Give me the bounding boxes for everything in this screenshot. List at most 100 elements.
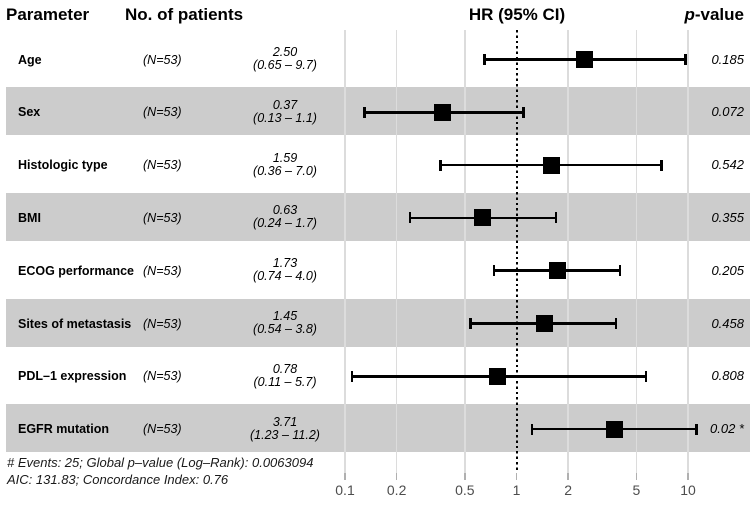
estimate-marker [473, 209, 491, 227]
row-ci-value: (0.54 – 3.8) [253, 322, 317, 336]
row-hr-ci-label: 2.50 (0.65 – 9.7) [210, 46, 360, 72]
estimate-marker [542, 156, 560, 174]
ci-cap-high [660, 159, 663, 171]
row-hr-ci-label: 1.45 (0.54 – 3.8) [210, 310, 360, 336]
ci-cap-low [492, 265, 496, 277]
row-parameter-label: EGFR mutation [18, 422, 109, 437]
footnote-line-2: AIC: 131.83; Concordance Index: 0.76 [7, 472, 229, 487]
row-estimate-value: 0.78 [272, 361, 298, 376]
gridline [687, 30, 689, 473]
ci-cap-high [618, 265, 621, 277]
p-value: 0.542 [711, 157, 744, 173]
axis-tick-label: 0.1 [335, 482, 355, 498]
gridline [635, 30, 638, 473]
row-estimate-value: 3.71 [272, 414, 298, 429]
row-parameter-label: Histologic type [18, 158, 108, 173]
footnote-line-1: # Events: 25; Global p–value (Log–Rank):… [7, 455, 314, 470]
p-value: 0.205 [711, 262, 744, 278]
gridline [344, 30, 346, 473]
row-hr-ci-label: 0.37 (0.13 – 1.1) [210, 97, 360, 125]
ci-cap-high [695, 423, 698, 435]
estimate-marker [489, 367, 507, 385]
ci-cap-low [439, 159, 442, 171]
row-parameter-label: Age [18, 52, 42, 67]
ci-cap-low [363, 106, 366, 118]
row-ci-value: (1.23 – 11.2) [250, 427, 320, 442]
p-value: 0.185 [711, 51, 744, 67]
row-estimate-value: 2.50 [272, 45, 298, 59]
estimate-marker [605, 420, 623, 438]
row-parameter-label: ECOG performance [18, 263, 135, 278]
axis-tick [687, 473, 689, 480]
row-ci-value: (0.65 – 9.7) [253, 58, 317, 72]
row-hr-ci-label: 0.63 (0.24 – 1.7) [210, 204, 360, 230]
row-parameter-label: Sex [18, 105, 41, 120]
ci-cap-high [554, 212, 558, 224]
row-estimate-value: 0.63 [272, 203, 298, 218]
row-n-label: (N=53) [143, 210, 182, 225]
ci-cap-low [483, 54, 486, 65]
row-n-label: (N=53) [143, 158, 182, 173]
row-estimate-value: 1.45 [272, 309, 298, 323]
row-band [6, 192, 750, 241]
estimate-marker [576, 51, 594, 68]
ci-cap-high [684, 54, 687, 65]
axis-tick-label: 5 [632, 482, 641, 498]
ci-cap-low [469, 318, 472, 329]
row-parameter-label: PDL–1 expression [18, 369, 127, 384]
row-ci-value: (0.24 – 1.7) [253, 216, 317, 231]
ci-cap-low [530, 423, 534, 435]
ci-cap-low [408, 212, 412, 224]
axis-tick [395, 473, 398, 480]
axis-tick-label: 0.5 [455, 482, 475, 498]
row-hr-ci-label: 1.73 (0.74 – 4.0) [210, 257, 360, 283]
row-band [6, 298, 750, 347]
row-hr-ci-label: 3.71 (1.23 – 11.2) [210, 414, 360, 442]
p-value: 0.808 [711, 368, 744, 384]
row-parameter-label: BMI [18, 210, 41, 225]
estimate-marker [433, 103, 451, 121]
p-value: 0.458 [711, 315, 744, 331]
gridline [567, 30, 569, 473]
row-hr-ci-label: 0.78 (0.11 – 5.7) [210, 361, 360, 389]
axis-tick-label: 10 [680, 482, 696, 498]
pvalue-header-suffix: -value [694, 5, 744, 24]
estimate-marker [535, 315, 553, 332]
gridline [464, 30, 466, 473]
column-header-hr-ci: HR (95% CI) [468, 5, 566, 24]
gridline [395, 30, 398, 473]
row-ci-value: (0.74 – 4.0) [253, 269, 317, 284]
row-parameter-label: Sites of metastasis [18, 316, 132, 331]
axis-tick [635, 473, 638, 480]
row-estimate-value: 1.59 [272, 150, 298, 165]
ci-cap-low [350, 370, 354, 382]
ci-cap-high [644, 370, 648, 382]
axis-tick-label: 1 [512, 482, 521, 498]
axis-tick-label: 0.2 [386, 482, 407, 498]
axis-tick [344, 473, 346, 480]
row-n-label: (N=53) [143, 316, 182, 331]
row-hr-ci-label: 1.59 (0.36 – 7.0) [210, 150, 360, 178]
axis-tick [515, 473, 518, 480]
column-header-parameter: Parameter [6, 5, 90, 24]
axis-tick-label: 2 [564, 482, 573, 498]
estimate-marker [548, 262, 566, 280]
reference-line [515, 30, 518, 473]
row-n-label: (N=53) [143, 105, 182, 120]
axis-tick [464, 473, 466, 480]
row-ci-value: (0.11 – 5.7) [253, 374, 317, 389]
row-estimate-value: 1.73 [272, 256, 298, 271]
row-n-label: (N=53) [143, 263, 182, 278]
row-n-label: (N=53) [143, 52, 182, 67]
pvalue-header-italic-p: p [684, 5, 695, 24]
footnote-block: # Events: 25; Global p–value (Log–Rank):… [7, 454, 313, 488]
p-value: 0.02 * [710, 421, 744, 437]
column-header-pvalue: p-value [684, 5, 744, 25]
row-estimate-value: 0.37 [272, 97, 298, 112]
axis-tick [567, 473, 569, 480]
ci-cap-high [522, 106, 525, 118]
row-n-label: (N=53) [143, 422, 182, 437]
row-ci-value: (0.36 – 7.0) [253, 163, 317, 178]
ci-cap-high [614, 318, 618, 329]
